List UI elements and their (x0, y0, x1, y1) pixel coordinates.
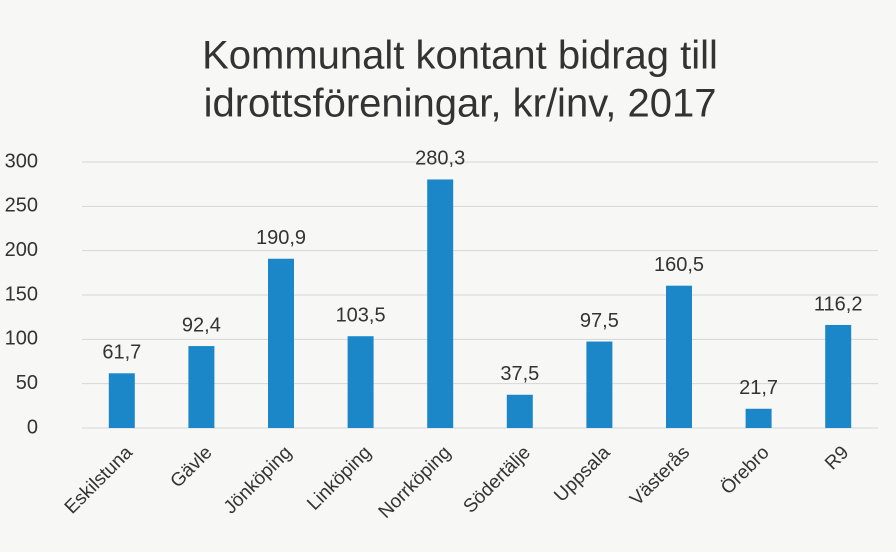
y-tick-label: 150 (5, 283, 38, 305)
chart-title: Kommunalt kontant bidrag till (202, 34, 718, 78)
y-tick-label: 100 (5, 328, 38, 350)
value-label: 97,5 (580, 310, 619, 332)
y-tick-label: 300 (5, 150, 38, 172)
value-label: 280,3 (415, 148, 465, 170)
bar (586, 341, 613, 428)
value-label: 37,5 (500, 363, 539, 385)
value-label: 92,4 (182, 314, 221, 336)
value-label: 160,5 (654, 254, 704, 276)
value-label: 190,9 (256, 227, 306, 249)
bar (268, 258, 294, 428)
y-tick-label: 200 (5, 239, 38, 261)
bar (506, 394, 533, 428)
y-tick-label: 50 (16, 372, 38, 394)
value-label: 116,2 (814, 293, 863, 315)
y-tick-label: 250 (5, 195, 38, 217)
bar (108, 373, 135, 428)
value-label: 61,7 (102, 342, 141, 364)
bar (427, 179, 454, 428)
bar (745, 408, 772, 428)
bar (666, 285, 692, 428)
y-tick-label: 0 (27, 416, 38, 438)
value-label: 103,5 (336, 305, 386, 327)
bar (825, 324, 852, 428)
bar (188, 346, 215, 428)
chart-title: idrottsföreningar, kr/inv, 2017 (204, 82, 717, 126)
value-label: 21,7 (739, 377, 778, 399)
bar (347, 336, 374, 428)
